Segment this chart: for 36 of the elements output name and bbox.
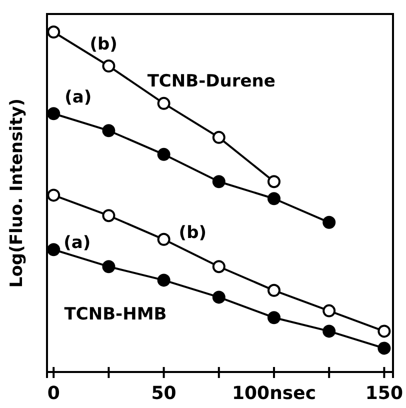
point — [212, 130, 226, 144]
point — [157, 274, 170, 287]
x-tick-label: 100nsec — [232, 382, 316, 404]
point — [322, 324, 336, 338]
series-label: (a) — [64, 87, 92, 108]
point — [267, 311, 280, 324]
point — [212, 175, 226, 188]
point — [267, 175, 280, 188]
point — [322, 216, 336, 229]
point — [157, 96, 170, 110]
series-label: (b) — [178, 223, 207, 244]
point — [102, 124, 116, 138]
point — [157, 232, 170, 246]
y-axis-title: Log(Fluo. Intensity) — [7, 98, 27, 288]
point — [102, 209, 116, 222]
point — [378, 342, 391, 355]
x-tick-label: 0 — [47, 382, 60, 404]
series-label: (a) — [64, 233, 91, 254]
point — [212, 290, 226, 304]
point — [378, 324, 391, 338]
point — [322, 304, 336, 318]
annotation: TCNB-HMB — [64, 304, 167, 324]
point — [47, 188, 60, 202]
x-tick-label: 150 — [365, 382, 403, 404]
point — [267, 192, 280, 206]
point — [267, 284, 280, 297]
point — [102, 260, 116, 274]
point — [47, 107, 60, 120]
point — [47, 243, 60, 256]
annotation: TCNB-Durene — [147, 72, 276, 92]
point — [157, 148, 170, 161]
point — [47, 26, 60, 39]
point — [212, 260, 226, 274]
series-label: (b) — [90, 34, 118, 55]
x-tick-label: 50 — [151, 382, 176, 404]
point — [102, 60, 116, 73]
